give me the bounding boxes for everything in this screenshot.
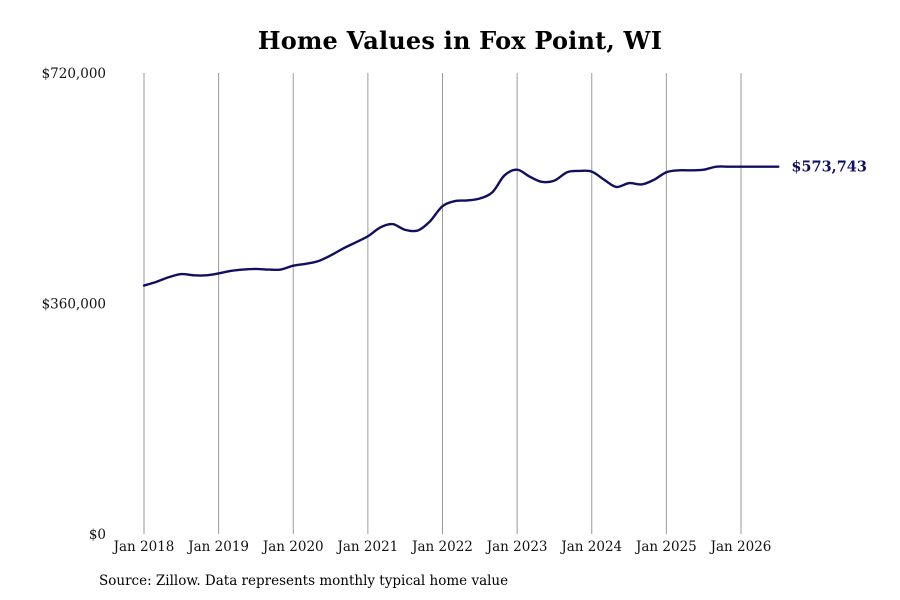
x-tick-label: Jan 2025 <box>634 539 697 555</box>
y-tick-label: $360,000 <box>42 297 106 313</box>
x-tick-label: Jan 2021 <box>335 539 398 555</box>
x-tick-label: Jan 2020 <box>261 539 324 555</box>
x-tick-label: Jan 2022 <box>410 539 473 555</box>
x-axis-tick-labels: Jan 2018 Jan 2019 Jan 2020 Jan 2021 Jan 2022… <box>112 539 772 555</box>
x-tick-label: Jan 2019 <box>186 539 249 555</box>
y-axis-tick-labels: $0 $360,000 $720,000 <box>42 66 106 543</box>
series-layer <box>142 165 780 287</box>
y-tick-label: $720,000 <box>42 66 106 82</box>
end-value-label: $573,743 <box>791 159 867 176</box>
x-tick-label: Jan 2023 <box>485 539 548 555</box>
chart-title: Home Values in Fox Point, WI <box>257 26 663 55</box>
x-tick-label: Jan 2018 <box>112 539 175 555</box>
x-tick-label: Jan 2026 <box>709 539 772 555</box>
vertical-gridlines <box>143 73 742 534</box>
series-line-home-value <box>142 165 780 287</box>
annotation-layer: $573,743 <box>791 159 867 176</box>
x-tick-label: Jan 2024 <box>559 539 622 555</box>
source-note: Source: Zillow. Data represents monthly … <box>99 573 509 589</box>
y-tick-label: $0 <box>89 527 106 543</box>
